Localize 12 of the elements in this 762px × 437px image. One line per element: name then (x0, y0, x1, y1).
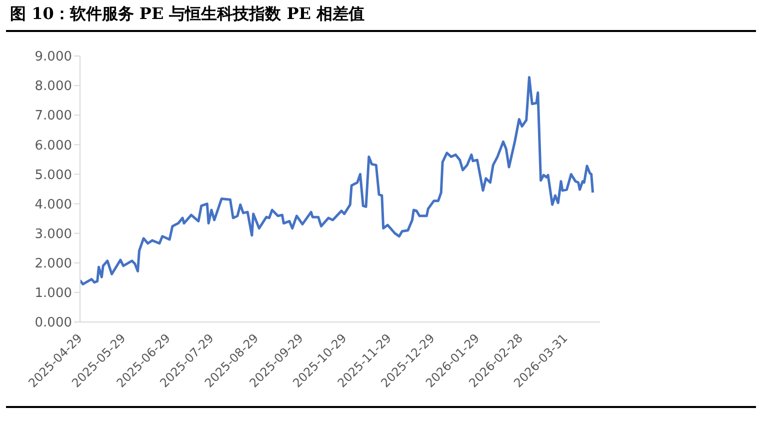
y-tick-label: 7.000 (34, 108, 72, 124)
y-tick-label: 9.000 (34, 50, 72, 65)
y-tick-label: 2.000 (34, 256, 72, 272)
line-series (80, 76, 594, 286)
y-tick-label: 8.000 (34, 79, 72, 94)
y-tick-label: 3.000 (34, 226, 72, 242)
y-tick-label: 5.000 (34, 168, 72, 183)
y-tick-label: 6.000 (34, 138, 72, 154)
y-tick-label: 4.000 (34, 197, 72, 212)
chart-title: 图 10：软件服务 PE 与恒生科技指数 PE 相差值 (10, 4, 365, 25)
y-tick-label: 0.000 (34, 316, 72, 331)
y-tick-label: 1.000 (34, 286, 72, 302)
